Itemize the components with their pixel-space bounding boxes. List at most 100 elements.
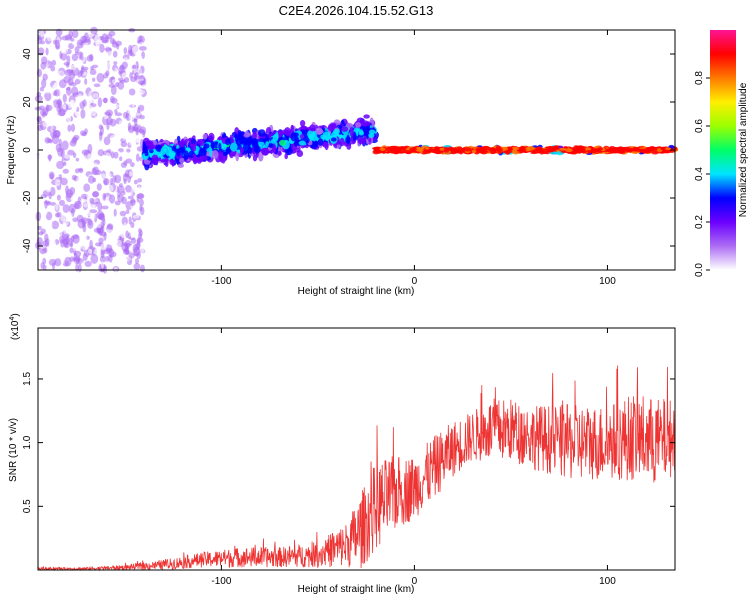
- spectrogram-cell: [179, 157, 185, 164]
- colorbar-tick-label: 0.0: [694, 263, 705, 277]
- spectrogram-cell: [55, 39, 60, 50]
- spectrogram-cell: [48, 258, 57, 266]
- spectrogram-cell: [95, 125, 99, 132]
- spectrogram-cell: [235, 133, 239, 144]
- spectrogram-cell: [349, 126, 354, 137]
- colorbar-label: Normalized spectral amplitude: [738, 82, 749, 217]
- spectrogram-cell: [127, 122, 132, 131]
- spectrogram-cell: [119, 210, 127, 217]
- spectrogram-cell: [409, 147, 417, 151]
- spectrogram-cell: [273, 144, 277, 154]
- spectrogram-cell: [265, 141, 270, 147]
- spectrogram-cell: [229, 134, 233, 141]
- spectrogram-cell: [78, 51, 82, 60]
- spectrogram-cell: [119, 260, 125, 265]
- spectrogram-cell: [115, 125, 123, 130]
- spectrogram-cell: [281, 129, 290, 135]
- spectrogram-cell: [330, 137, 337, 142]
- spectrogram-cell: [298, 140, 306, 146]
- spectrogram-cell: [104, 260, 111, 268]
- spectrogram-cell: [44, 88, 52, 94]
- spectrogram-cell: [71, 86, 79, 96]
- spectrogram-cell: [191, 138, 196, 145]
- spectrogram-cell: [98, 213, 104, 220]
- spectrogram-cell: [71, 106, 78, 111]
- spectrogram-cell: [67, 124, 72, 132]
- spectrogram-cell: [299, 120, 306, 127]
- spectrogram-cell: [123, 222, 127, 231]
- spectrogram-cell: [368, 133, 375, 138]
- spectrogram-cell: [226, 147, 232, 154]
- spectrogram-cell: [42, 107, 49, 116]
- spectrogram-cell: [115, 235, 120, 240]
- spectrogram-cell: [125, 185, 132, 193]
- spectrogram-cell: [333, 128, 340, 134]
- spectrogram-cell: [62, 104, 67, 110]
- spectrogram-cell: [91, 262, 97, 271]
- spectrogram-cell: [40, 28, 44, 38]
- spectrogram-cell: [76, 93, 83, 104]
- spectrogram-cell: [57, 110, 66, 117]
- spectrogram-cell: [98, 237, 104, 244]
- spectrogram-cell: [665, 147, 671, 151]
- spectrogram-cell: [129, 245, 133, 254]
- spectrogram-xtick-label: -100: [211, 276, 231, 287]
- spectrogram-cell: [591, 148, 599, 152]
- spectrogram-cell: [230, 142, 238, 152]
- spectrogram-cell: [89, 209, 98, 214]
- spectrogram-cell: [471, 149, 477, 154]
- spectrogram-cell: [34, 95, 43, 103]
- spectrogram-cell: [137, 185, 141, 194]
- spectrogram-cell: [257, 129, 266, 137]
- spectrogram-cell: [208, 132, 215, 142]
- spectrogram-cell: [119, 156, 123, 161]
- spectrogram-cell: [122, 133, 127, 141]
- spectrogram-cell: [106, 49, 112, 60]
- spectrogram-cell: [139, 126, 147, 136]
- spectrogram-cell: [116, 171, 123, 176]
- colorbar-tick-label: 0.8: [694, 71, 705, 85]
- spectrogram-cell: [495, 147, 504, 152]
- spectrogram-cell: [56, 160, 65, 170]
- spectrogram-cell: [44, 91, 52, 102]
- spectrogram-cell: [123, 160, 128, 166]
- spectrogram-cell: [505, 150, 513, 154]
- spectrogram-cell: [61, 35, 70, 41]
- spectrogram-cell: [218, 142, 222, 150]
- spectrogram-cell: [41, 78, 47, 89]
- spectrogram-cell: [119, 100, 127, 105]
- spectrogram-cell: [307, 130, 315, 138]
- spectrogram-cell: [141, 221, 147, 229]
- snr-xlabel: Height of straight line (km): [298, 584, 415, 595]
- spectrogram-cell: [235, 151, 239, 162]
- spectrogram-cell: [574, 145, 583, 149]
- spectrogram-cell: [379, 147, 386, 151]
- spectrogram-cell: [95, 66, 101, 73]
- spectrogram-cell: [512, 150, 520, 155]
- spectrogram-cell: [94, 115, 99, 122]
- spectrogram-cell: [129, 141, 137, 146]
- spectrogram-cell: [42, 97, 46, 105]
- spectrogram-cell: [130, 230, 135, 238]
- spectrogram-cell: [176, 148, 182, 155]
- spectrogram-cell: [296, 150, 304, 157]
- spectrogram-cell: [67, 212, 73, 220]
- spectrogram-cell: [94, 34, 101, 45]
- spectrogram-cell: [114, 67, 118, 77]
- colorbar-gradient: [710, 30, 736, 270]
- spectrogram-cell: [363, 114, 370, 119]
- spectrogram-cell: [108, 113, 112, 119]
- spectrogram-cell: [138, 228, 142, 234]
- spectrogram-cell: [100, 125, 104, 136]
- spectrogram-cell: [100, 261, 105, 269]
- spectrogram-cell: [85, 96, 90, 101]
- spectrogram-ticks: -100 0 100 -40 -20 0 20 40: [22, 30, 675, 287]
- spectrogram-cell: [316, 129, 324, 134]
- spectrogram-cell: [652, 147, 658, 151]
- spectrogram-cell: [99, 255, 106, 263]
- spectrogram-cell: [102, 97, 109, 104]
- spectrogram-cell: [405, 150, 412, 154]
- spectrogram-cell: [76, 141, 82, 147]
- spectrogram-cell: [75, 225, 80, 236]
